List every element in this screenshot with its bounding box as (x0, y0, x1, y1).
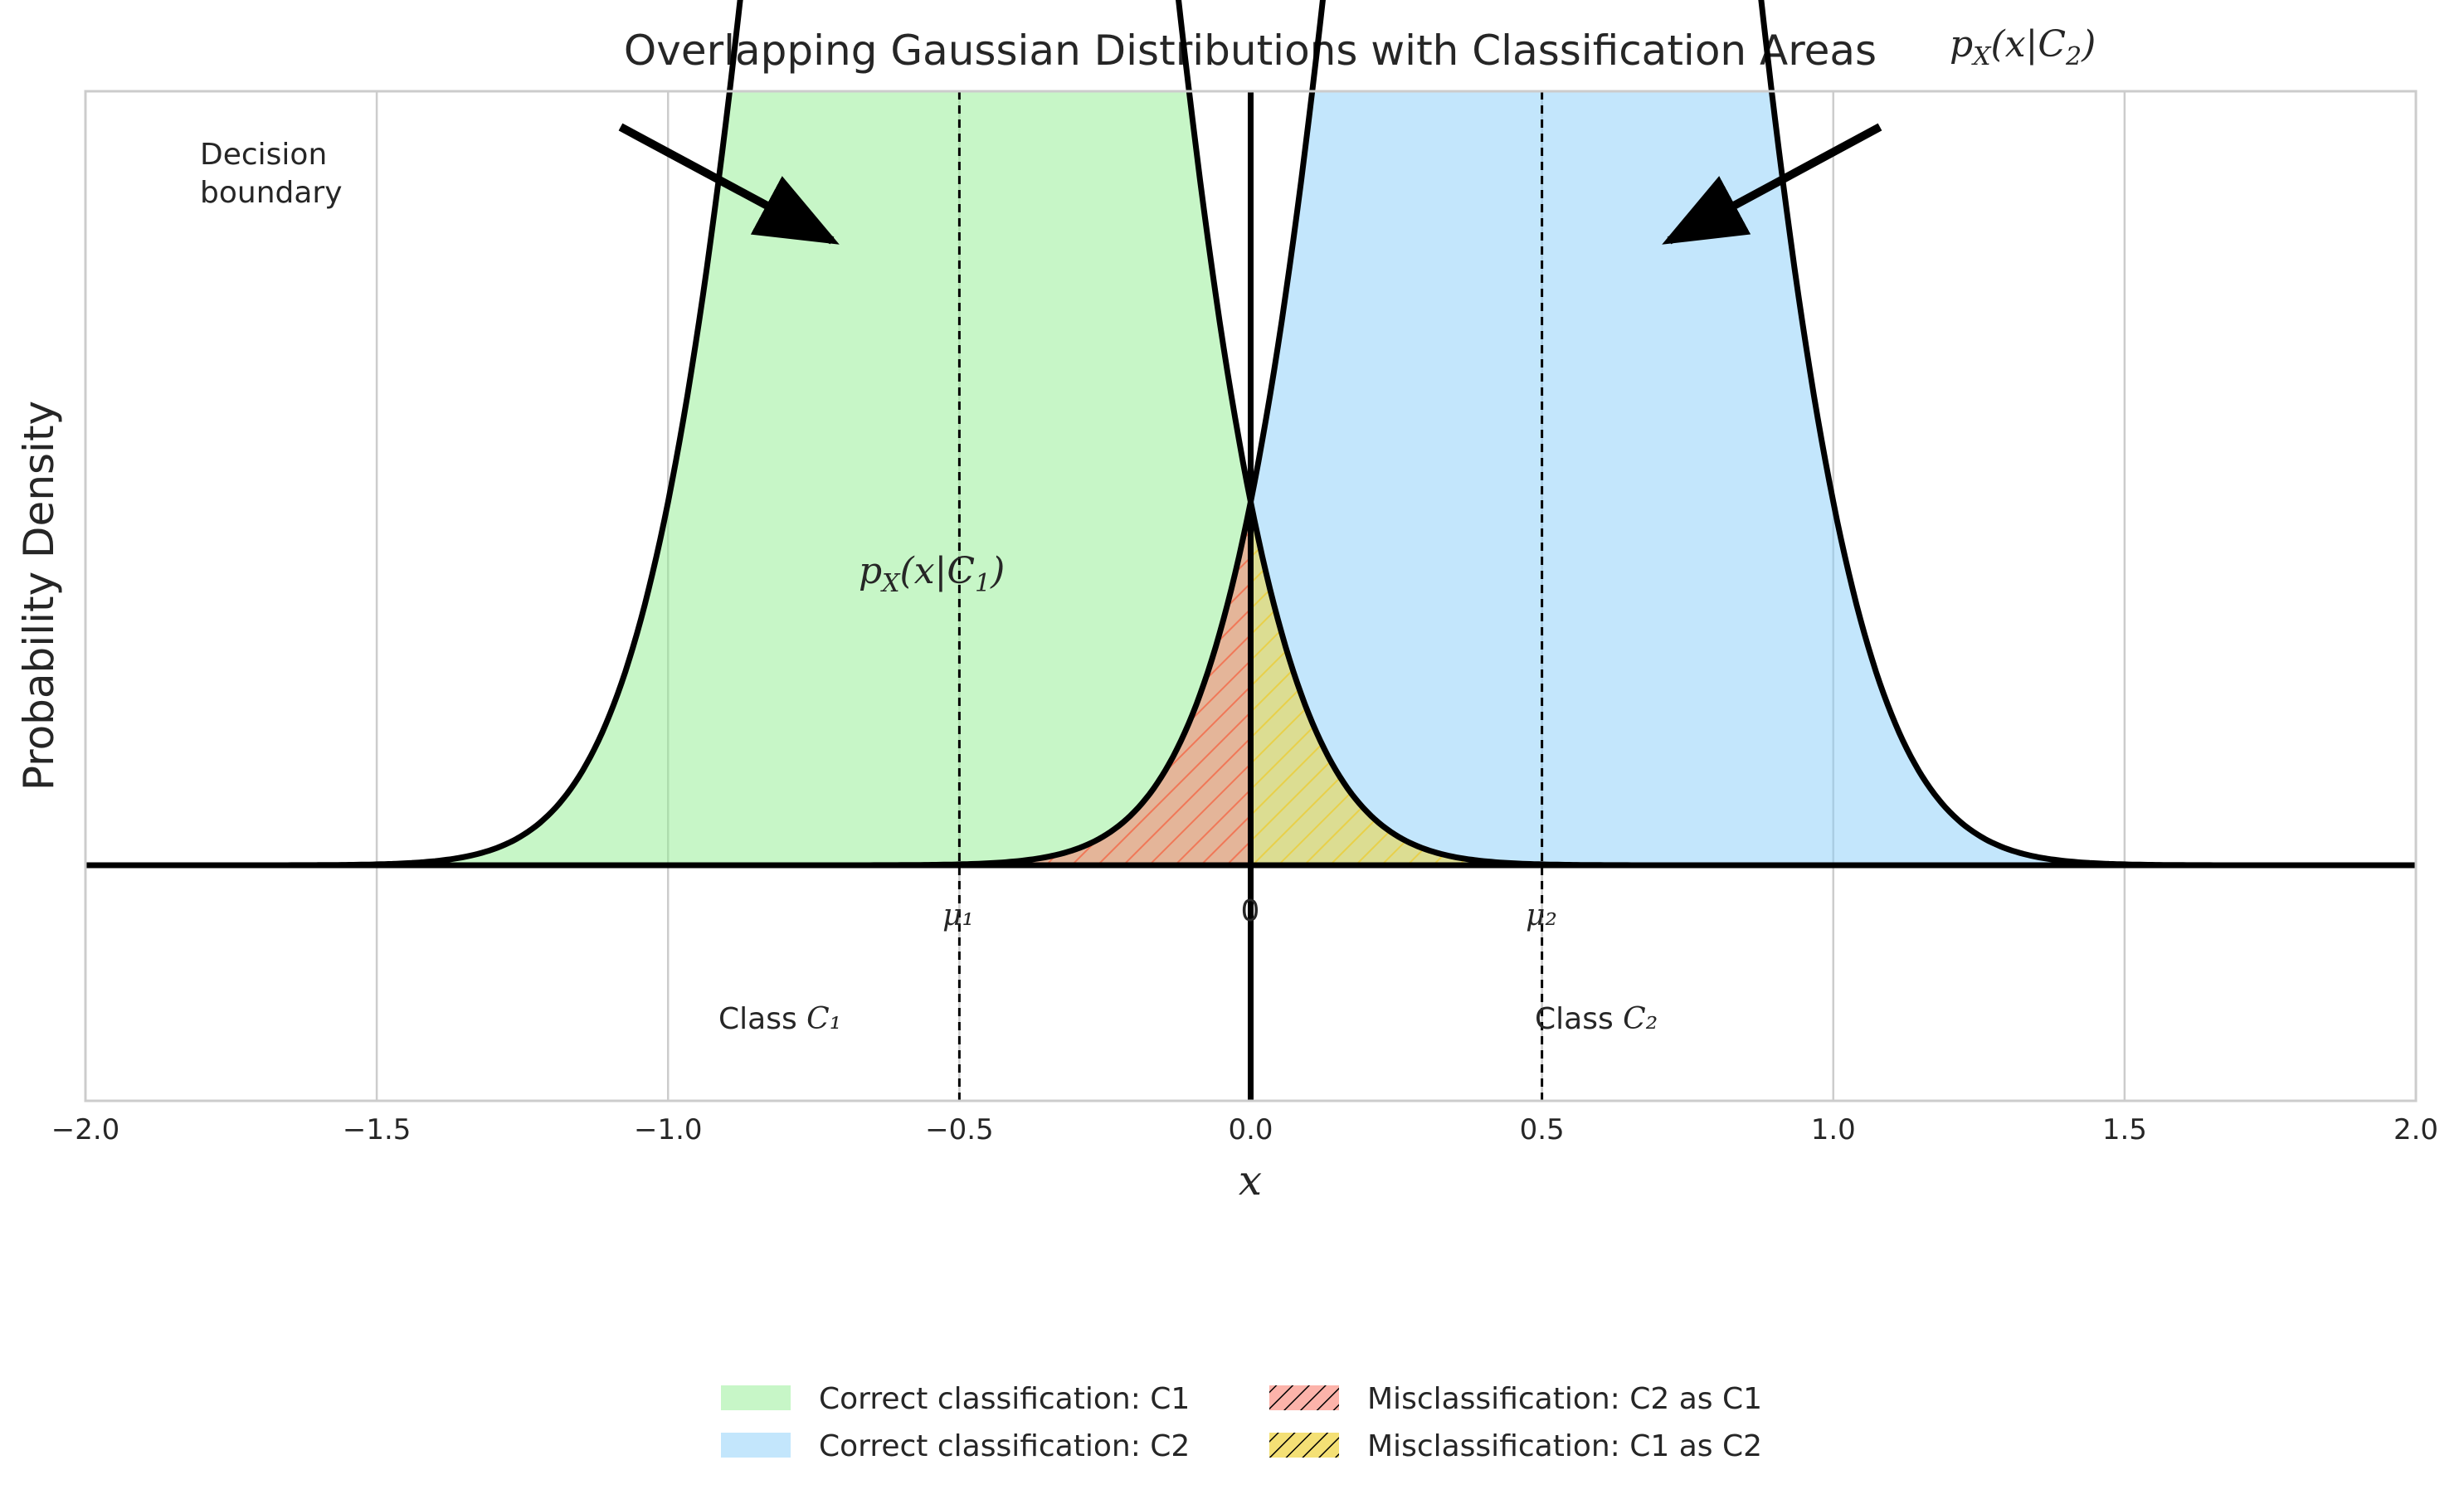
decision-boundary-label-line2: boundary (200, 176, 343, 210)
series-line-c2 (85, 0, 2416, 869)
mu2-label: μ₂ (1526, 898, 1557, 932)
chart-title: Overlapping Gaussian Distributions with … (624, 27, 1877, 75)
mu1-label: μ₁ (942, 898, 974, 932)
x-tick-label: 1.5 (2102, 1113, 2147, 1146)
x-tick-labels: −2.0 −1.5 −1.0 −0.5 0.0 0.5 1.0 1.5 2.0 (51, 1113, 2438, 1146)
legend-label-correct-c1: Correct classification: C1 (819, 1382, 1190, 1416)
x-tick-label: 0.0 (1228, 1113, 1273, 1146)
legend-swatch-mis-c1 (1269, 1433, 1339, 1458)
arrow-left (618, 123, 840, 245)
x-tick-label: 2.0 (2393, 1113, 2438, 1146)
region-misclassified-c2-as-c1 (85, 502, 1251, 865)
y-axis-label: Probability Density (15, 401, 63, 791)
x-tick-label: −1.5 (343, 1113, 411, 1146)
legend-swatch-correct-c1 (721, 1385, 791, 1410)
x-tick-label: −1.0 (634, 1113, 703, 1146)
class-c2-label: Class C₂ (1535, 1002, 1658, 1036)
x-axis-label: x (1239, 1156, 1262, 1205)
zero-label: 0 (1241, 894, 1260, 928)
legend-label-mis-c1: Misclassification: C1 as C2 (1367, 1429, 1762, 1463)
decision-boundary-label-line1: Decision (200, 138, 327, 172)
curve-label-c1: pX(x|C1) (859, 550, 1005, 598)
legend-swatch-correct-c2 (721, 1433, 791, 1458)
x-tick-label: −2.0 (51, 1113, 120, 1146)
legend: Correct classification: C1 Correct class… (721, 1382, 1762, 1463)
region-misclassified-c1-as-c2 (1250, 502, 2416, 865)
legend-swatch-mis-c2 (1269, 1385, 1339, 1410)
legend-label-mis-c2: Misclassification: C2 as C1 (1367, 1382, 1762, 1416)
legend-label-correct-c2: Correct classification: C2 (819, 1429, 1190, 1463)
class-c1-label: Class C₁ (718, 1002, 841, 1036)
plot-frame (84, 90, 2418, 1102)
arrow-right (1662, 123, 1882, 245)
x-tick-label: 1.0 (1811, 1113, 1856, 1146)
x-tick-label: 0.5 (1520, 1113, 1565, 1146)
x-tick-label: −0.5 (925, 1113, 994, 1146)
curve-label-c2: pX(x|C2) (1950, 23, 2096, 71)
